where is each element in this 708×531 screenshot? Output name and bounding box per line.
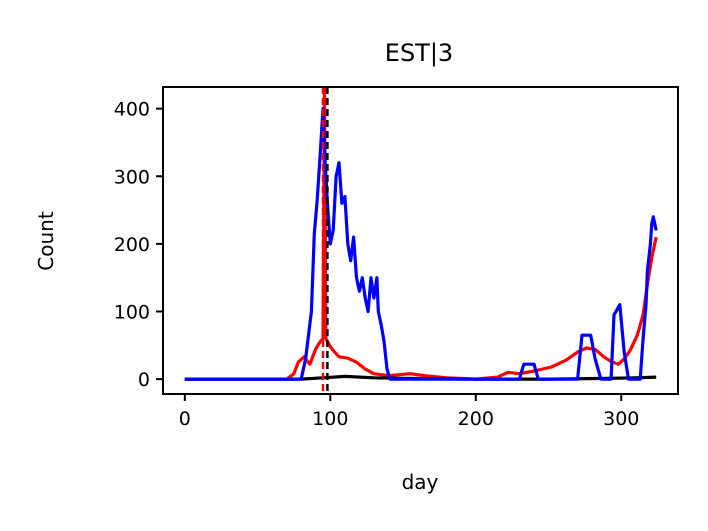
series-line-0 bbox=[184, 86, 658, 381]
x-tick-label: 200 bbox=[458, 408, 494, 430]
series-line-2 bbox=[184, 106, 658, 381]
chart-title: EST|3 bbox=[385, 39, 453, 67]
y-tick-label: 200 bbox=[114, 234, 150, 256]
x-tick-label: 0 bbox=[179, 408, 191, 430]
x-tick-label: 300 bbox=[603, 408, 639, 430]
plot-frame bbox=[162, 86, 679, 395]
y-tick-label: 400 bbox=[114, 99, 150, 121]
x-tick-label: 100 bbox=[312, 408, 348, 430]
y-tick-label: 300 bbox=[114, 166, 150, 188]
y-tick-label: 100 bbox=[114, 302, 150, 324]
y-tick-label: 0 bbox=[138, 369, 150, 391]
x-axis: 0 100 200 300 bbox=[179, 394, 639, 430]
plot-lines bbox=[184, 86, 658, 381]
y-axis: 0 100 200 300 400 bbox=[114, 99, 163, 391]
reference-lines bbox=[321, 87, 329, 394]
x-axis-label: day bbox=[402, 470, 439, 494]
y-axis-label: Count bbox=[34, 211, 58, 271]
